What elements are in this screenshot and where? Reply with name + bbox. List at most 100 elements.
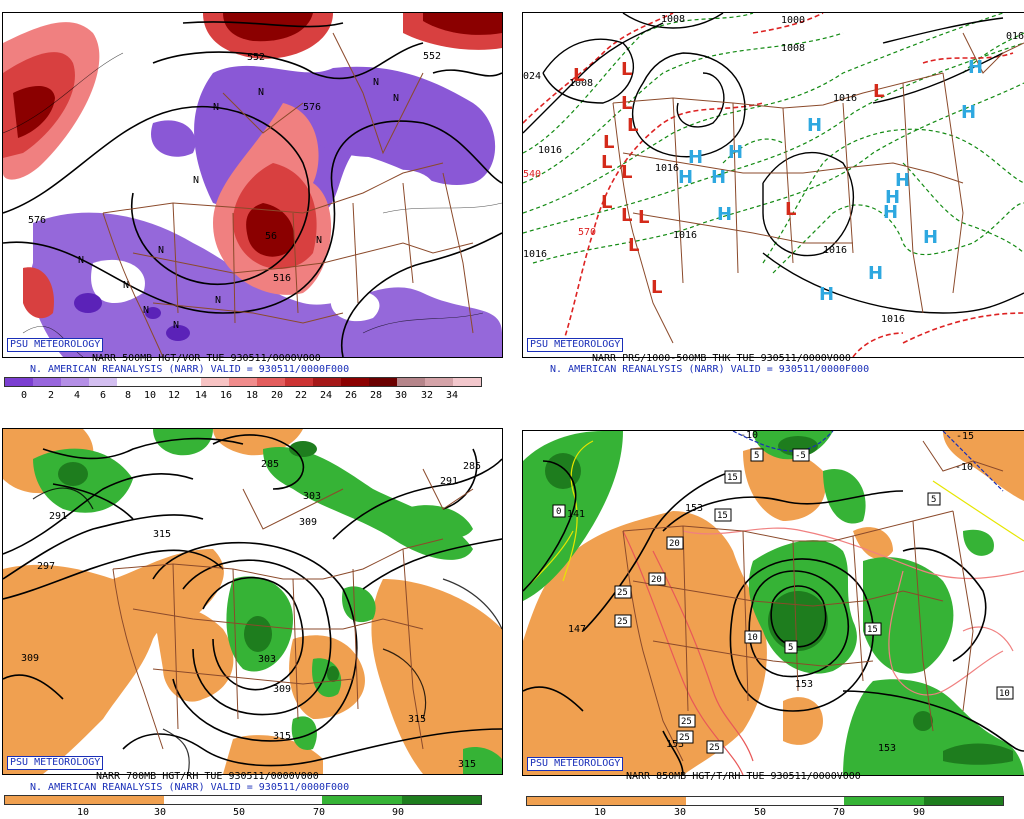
temperature-box: 25 bbox=[706, 740, 724, 754]
high-marker: H bbox=[717, 204, 732, 225]
contour-label: 516 bbox=[273, 273, 291, 284]
svg-text:25: 25 bbox=[679, 733, 690, 743]
svg-text:N: N bbox=[215, 295, 221, 306]
svg-text:N: N bbox=[213, 102, 219, 113]
isobar-label: 1016 bbox=[538, 145, 562, 156]
temperature-box: 10 bbox=[744, 630, 762, 644]
high-marker: H bbox=[885, 187, 900, 208]
panel-subtitle: N. AMERICAN REANALYSIS (NARR) VALID = 93… bbox=[30, 364, 350, 375]
panel-subtitle: N. AMERICAN REANALYSIS (NARR) VALID = 93… bbox=[550, 364, 870, 375]
contour-label: 56 bbox=[265, 231, 277, 242]
isobar-label: 1016 bbox=[523, 249, 547, 260]
panel-pressure-thickness: 1008 1000 1008 1008 1016 1016 1016 1016 … bbox=[512, 0, 1024, 410]
svg-text:N: N bbox=[143, 305, 149, 316]
rh-850mb-map: 141 147 153 153 153 153 -15 -10 -10 0 5 … bbox=[523, 431, 1024, 775]
rh-700mb-map: 285 291 291 285 297 303 309 315 309 303 … bbox=[3, 429, 502, 774]
contour-label: 552 bbox=[423, 51, 441, 62]
isobar-label: 016 bbox=[1006, 31, 1024, 42]
low-marker: L bbox=[601, 192, 612, 213]
temperature-box: 25 bbox=[676, 730, 694, 744]
temperature-box: 10 bbox=[996, 686, 1014, 700]
psu-logo: PSU METEOROLOGY bbox=[527, 757, 624, 771]
thickness-contours-warm bbox=[523, 13, 1024, 357]
high-marker: H bbox=[895, 170, 910, 191]
svg-text:303: 303 bbox=[258, 654, 276, 665]
svg-text:25: 25 bbox=[617, 617, 628, 627]
temperature-box: 5 bbox=[750, 448, 764, 462]
svg-text:N: N bbox=[393, 93, 399, 104]
low-marker: L bbox=[603, 132, 614, 153]
rh-colorbar bbox=[526, 796, 1004, 806]
svg-text:285: 285 bbox=[261, 459, 279, 470]
temperature-box: 20 bbox=[648, 572, 666, 586]
map-frame-700mb: 285 291 291 285 297 303 309 315 309 303 … bbox=[2, 428, 503, 775]
high-marker: H bbox=[678, 167, 693, 188]
dry-area-fill bbox=[523, 431, 1024, 775]
low-marker: L bbox=[621, 162, 632, 183]
svg-text:N: N bbox=[78, 255, 84, 266]
height-contours bbox=[3, 21, 502, 357]
svg-text:N: N bbox=[258, 87, 264, 98]
high-pressure-markers: H H H H H H H H H H H H H H bbox=[678, 57, 983, 305]
svg-text:153: 153 bbox=[685, 503, 703, 514]
political-borders bbox=[112, 468, 474, 750]
temperature-box: 5 bbox=[927, 492, 941, 506]
contour-labels: 285 291 291 285 297 303 309 315 309 303 … bbox=[21, 459, 481, 770]
svg-text:291: 291 bbox=[440, 476, 458, 487]
svg-text:5: 5 bbox=[754, 451, 759, 461]
high-marker: H bbox=[819, 284, 834, 305]
low-marker: L bbox=[785, 199, 796, 220]
map-frame-850mb: 141 147 153 153 153 153 -15 -10 -10 0 5 … bbox=[522, 430, 1024, 776]
isobar-label: 1008 bbox=[661, 14, 685, 25]
temperature-box: 15 bbox=[724, 470, 742, 484]
high-marker: H bbox=[883, 202, 898, 223]
svg-text:N: N bbox=[373, 77, 379, 88]
svg-text:-5: -5 bbox=[795, 451, 806, 461]
temperature-box: 15 bbox=[864, 622, 882, 636]
low-marker: L bbox=[628, 235, 639, 256]
temperature-box: 25 bbox=[614, 585, 632, 599]
high-marker: H bbox=[961, 102, 976, 123]
isobar-label: 1008 bbox=[781, 43, 805, 54]
low-marker: L bbox=[638, 207, 649, 228]
panel-title: NARR 700MB HGT/RH TUE 930511/0000V000 bbox=[96, 771, 319, 782]
svg-text:N: N bbox=[316, 235, 322, 246]
svg-text:5: 5 bbox=[931, 495, 936, 505]
high-marker: H bbox=[868, 263, 883, 284]
svg-text:297: 297 bbox=[37, 561, 55, 572]
contour-label: 576 bbox=[303, 102, 321, 113]
vorticity-map: 552 552 576 576 56 516 N N N N N N N N N… bbox=[3, 13, 502, 357]
svg-text:315: 315 bbox=[153, 529, 171, 540]
psu-logo: PSU METEOROLOGY bbox=[7, 338, 104, 352]
political-borders bbox=[102, 32, 474, 357]
svg-text:315: 315 bbox=[273, 731, 291, 742]
dry-area-fill bbox=[3, 429, 502, 774]
svg-text:15: 15 bbox=[867, 625, 878, 635]
temperature-box: 25 bbox=[678, 714, 696, 728]
low-marker: L bbox=[651, 277, 662, 298]
svg-text:-10: -10 bbox=[740, 431, 758, 441]
low-marker: L bbox=[627, 115, 638, 136]
high-marker: H bbox=[728, 142, 743, 163]
map-frame-500mb: 552 552 576 576 56 516 N N N N N N N N N… bbox=[2, 12, 503, 358]
low-marker: L bbox=[573, 65, 584, 86]
svg-text:309: 309 bbox=[21, 653, 39, 664]
svg-text:15: 15 bbox=[727, 473, 738, 483]
svg-text:10: 10 bbox=[747, 633, 758, 643]
svg-text:-15: -15 bbox=[956, 431, 974, 442]
panel-title: NARR PRS/1000-500MB THK TUE 930511/0000V… bbox=[592, 353, 851, 364]
svg-text:N: N bbox=[158, 245, 164, 256]
svg-text:315: 315 bbox=[408, 714, 426, 725]
isobar-label: 1016 bbox=[655, 163, 679, 174]
political-borders bbox=[612, 32, 1024, 344]
psu-logo: PSU METEOROLOGY bbox=[7, 756, 104, 770]
svg-text:15: 15 bbox=[717, 511, 728, 521]
svg-text:285: 285 bbox=[463, 461, 481, 472]
svg-text:0: 0 bbox=[556, 507, 561, 517]
map-frame-pressure: 1008 1000 1008 1008 1016 1016 1016 1016 … bbox=[522, 12, 1024, 358]
thickness-label: 570 bbox=[578, 227, 596, 238]
vorticity-colorbar bbox=[4, 377, 482, 387]
panel-500mb-vorticity: 552 552 576 576 56 516 N N N N N N N N N… bbox=[0, 0, 512, 410]
temperature-box: -5 bbox=[792, 448, 810, 462]
svg-text:25: 25 bbox=[709, 743, 720, 753]
